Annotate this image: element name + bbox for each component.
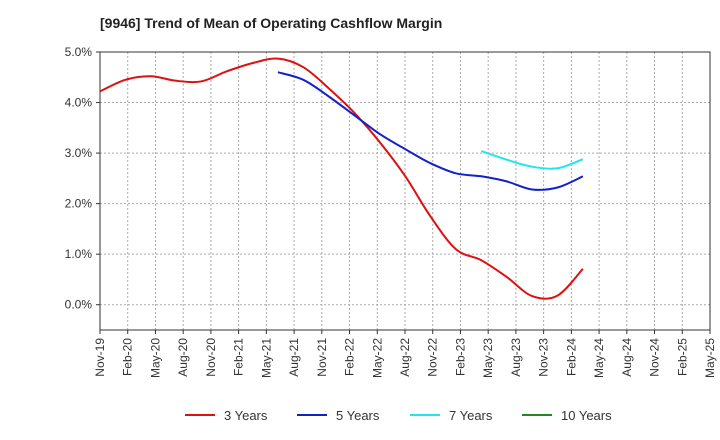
series-line-5-years: [277, 71, 584, 191]
x-tick-label: Nov-19: [93, 338, 107, 377]
x-tick-label: Nov-24: [648, 338, 662, 377]
x-tick-label: Feb-23: [453, 338, 467, 376]
chart-title: [9946] Trend of Mean of Operating Cashfl…: [100, 15, 443, 31]
x-tick-label: Feb-22: [343, 338, 357, 376]
x-tick-label: Nov-21: [315, 338, 329, 377]
y-tick-label: 3.0%: [65, 146, 93, 160]
y-tick-label: 1.0%: [65, 247, 93, 261]
x-tick-label: May-20: [148, 338, 162, 378]
x-tick-label: May-22: [370, 338, 384, 378]
x-tick-label: Feb-20: [121, 338, 135, 376]
x-tick-label: May-25: [703, 338, 717, 378]
x-tick-label: May-21: [259, 338, 273, 378]
legend-label-3-years: 3 Years: [224, 408, 268, 423]
y-tick-label: 0.0%: [65, 298, 93, 312]
x-tick-label: May-23: [481, 338, 495, 378]
series-line-7-years: [480, 150, 584, 170]
x-tick-label: Aug-23: [509, 338, 523, 377]
x-tick-label: Nov-23: [537, 338, 551, 377]
x-tick-label: Aug-20: [176, 338, 190, 377]
x-tick-label: Aug-24: [620, 338, 634, 377]
x-tick-label: Nov-22: [426, 338, 440, 377]
legend-label-7-years: 7 Years: [449, 408, 493, 423]
legend-label-5-years: 5 Years: [336, 408, 380, 423]
legend-label-10-years: 10 Years: [561, 408, 612, 423]
x-tick-label: May-24: [592, 338, 606, 378]
x-tick-label: Aug-22: [398, 338, 412, 377]
x-tick-label: Feb-25: [675, 338, 689, 376]
x-tick-label: Aug-21: [287, 338, 301, 377]
y-tick-label: 2.0%: [65, 197, 93, 211]
series-line-3-years: [99, 57, 584, 300]
x-tick-label: Feb-24: [564, 338, 578, 376]
x-tick-label: Feb-21: [232, 338, 246, 376]
y-tick-label: 5.0%: [65, 45, 93, 59]
y-tick-label: 4.0%: [65, 96, 93, 110]
x-tick-label: Nov-20: [204, 338, 218, 377]
plot-frame: [99, 51, 711, 331]
